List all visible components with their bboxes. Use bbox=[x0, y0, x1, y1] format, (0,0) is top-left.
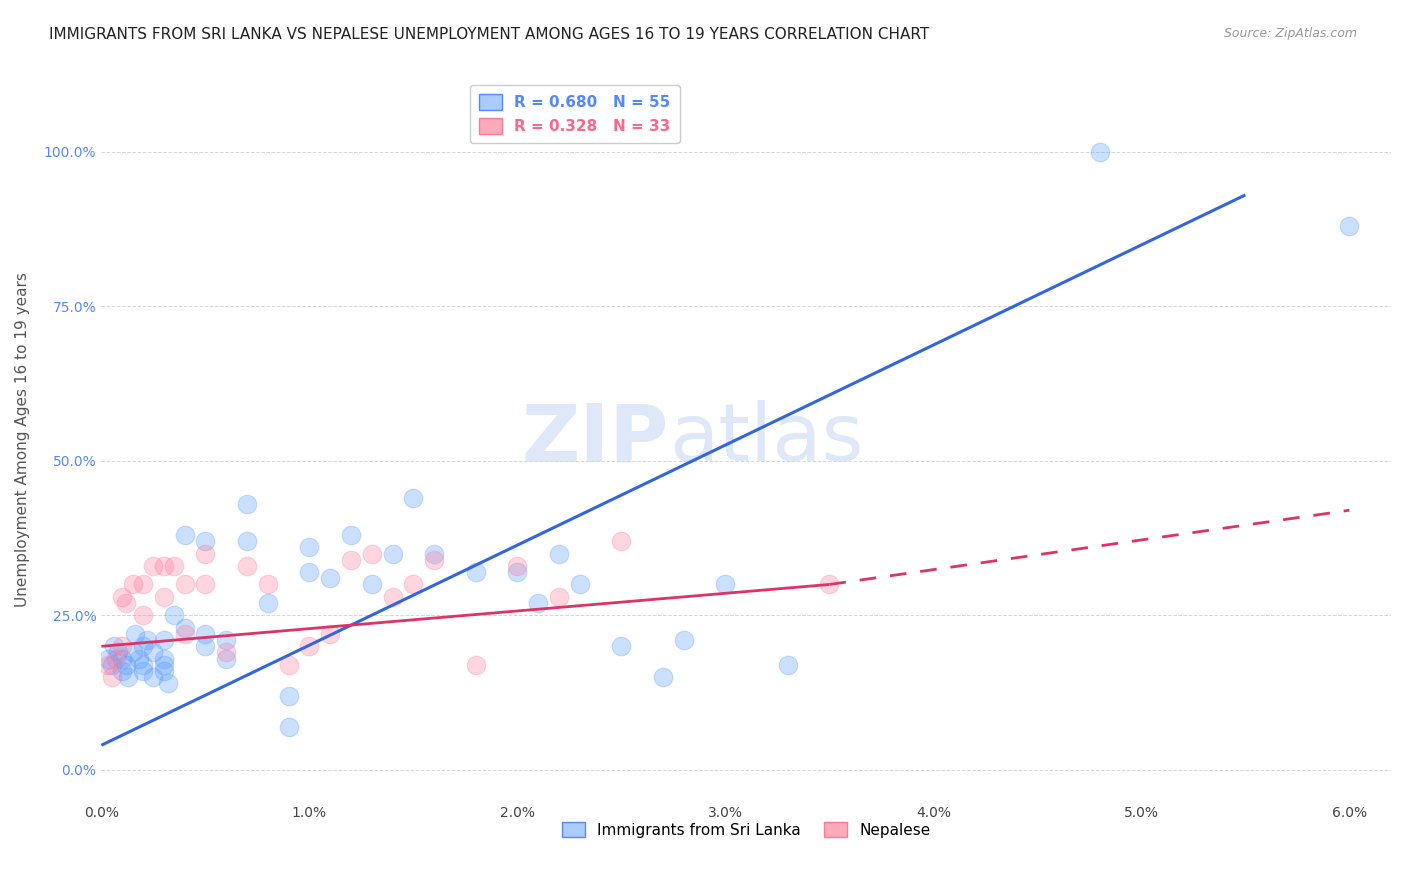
Legend: Immigrants from Sri Lanka, Nepalese: Immigrants from Sri Lanka, Nepalese bbox=[555, 815, 936, 844]
Point bbox=[236, 497, 259, 511]
Point bbox=[340, 553, 363, 567]
Point bbox=[194, 627, 217, 641]
Point bbox=[506, 565, 529, 579]
Point bbox=[103, 640, 125, 654]
Point bbox=[132, 577, 155, 591]
Point bbox=[236, 534, 259, 549]
Point bbox=[142, 558, 165, 573]
Point bbox=[215, 633, 238, 648]
Point bbox=[117, 670, 139, 684]
Point bbox=[100, 657, 122, 672]
Point bbox=[194, 577, 217, 591]
Point bbox=[152, 558, 174, 573]
Point bbox=[256, 596, 278, 610]
Point bbox=[610, 640, 633, 654]
Y-axis label: Unemployment Among Ages 16 to 19 years: Unemployment Among Ages 16 to 19 years bbox=[15, 272, 30, 607]
Point bbox=[97, 651, 120, 665]
Point bbox=[527, 596, 550, 610]
Point bbox=[464, 657, 486, 672]
Point bbox=[818, 577, 841, 591]
Point bbox=[152, 651, 174, 665]
Text: ZIP: ZIP bbox=[522, 401, 669, 478]
Point bbox=[104, 651, 127, 665]
Point bbox=[568, 577, 591, 591]
Point bbox=[423, 547, 446, 561]
Point bbox=[215, 645, 238, 659]
Text: IMMIGRANTS FROM SRI LANKA VS NEPALESE UNEMPLOYMENT AMONG AGES 16 TO 19 YEARS COR: IMMIGRANTS FROM SRI LANKA VS NEPALESE UN… bbox=[49, 27, 929, 42]
Point bbox=[97, 657, 120, 672]
Point bbox=[360, 577, 382, 591]
Point bbox=[672, 633, 695, 648]
Point bbox=[173, 627, 195, 641]
Point bbox=[173, 577, 195, 591]
Point bbox=[128, 651, 150, 665]
Point bbox=[132, 664, 155, 678]
Point bbox=[163, 608, 186, 623]
Point bbox=[107, 645, 129, 659]
Point bbox=[340, 528, 363, 542]
Point bbox=[236, 558, 259, 573]
Point bbox=[136, 633, 159, 648]
Point bbox=[381, 547, 404, 561]
Point bbox=[506, 558, 529, 573]
Point bbox=[156, 676, 179, 690]
Point bbox=[152, 590, 174, 604]
Point bbox=[121, 577, 143, 591]
Point bbox=[548, 590, 571, 604]
Point bbox=[132, 640, 155, 654]
Point bbox=[1088, 145, 1111, 159]
Point bbox=[319, 627, 342, 641]
Point bbox=[100, 670, 122, 684]
Point bbox=[776, 657, 799, 672]
Point bbox=[152, 633, 174, 648]
Point bbox=[111, 651, 134, 665]
Point bbox=[142, 670, 165, 684]
Point bbox=[610, 534, 633, 549]
Point bbox=[111, 640, 134, 654]
Point bbox=[142, 645, 165, 659]
Point bbox=[277, 689, 299, 703]
Point bbox=[121, 645, 143, 659]
Point bbox=[111, 664, 134, 678]
Point bbox=[152, 657, 174, 672]
Point bbox=[714, 577, 737, 591]
Point bbox=[298, 640, 321, 654]
Point bbox=[381, 590, 404, 604]
Point bbox=[173, 621, 195, 635]
Point bbox=[256, 577, 278, 591]
Point bbox=[277, 657, 299, 672]
Point bbox=[423, 553, 446, 567]
Point bbox=[402, 577, 425, 591]
Point bbox=[319, 571, 342, 585]
Point bbox=[464, 565, 486, 579]
Point bbox=[652, 670, 675, 684]
Point bbox=[124, 627, 146, 641]
Point bbox=[132, 608, 155, 623]
Point bbox=[548, 547, 571, 561]
Point bbox=[194, 640, 217, 654]
Point bbox=[298, 565, 321, 579]
Point bbox=[402, 491, 425, 505]
Point bbox=[111, 590, 134, 604]
Point bbox=[298, 541, 321, 555]
Point bbox=[1339, 219, 1361, 233]
Point bbox=[115, 657, 138, 672]
Text: atlas: atlas bbox=[669, 401, 863, 478]
Point bbox=[115, 596, 138, 610]
Point bbox=[163, 558, 186, 573]
Point bbox=[152, 664, 174, 678]
Point bbox=[277, 720, 299, 734]
Point bbox=[215, 651, 238, 665]
Point bbox=[194, 547, 217, 561]
Point bbox=[360, 547, 382, 561]
Point bbox=[132, 657, 155, 672]
Point bbox=[194, 534, 217, 549]
Point bbox=[173, 528, 195, 542]
Text: Source: ZipAtlas.com: Source: ZipAtlas.com bbox=[1223, 27, 1357, 40]
